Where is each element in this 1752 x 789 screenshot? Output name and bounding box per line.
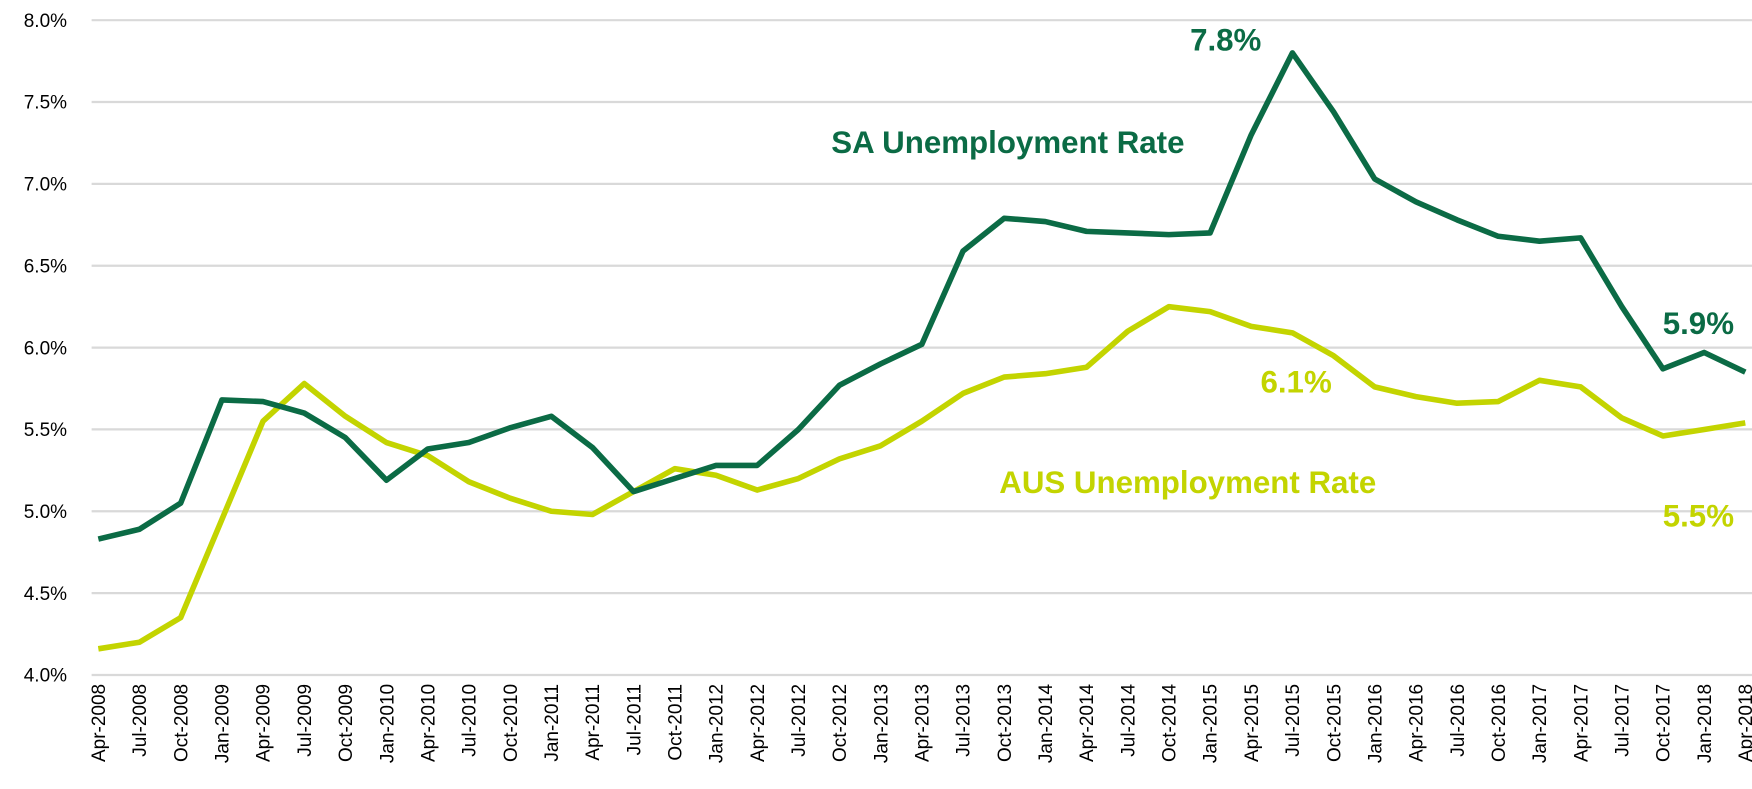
x-tick-label: Apr-2010	[418, 684, 439, 762]
x-tick-label: Jan-2015	[1201, 684, 1222, 763]
y-tick-label: 6.0%	[24, 338, 67, 359]
x-tick-label: Oct-2008	[171, 684, 192, 762]
x-tick-label: Oct-2017	[1654, 684, 1675, 762]
x-tick-label: Jul-2011	[624, 684, 645, 755]
x-tick-label: Apr-2017	[1571, 684, 1592, 762]
annotation: SA Unemployment Rate	[831, 125, 1184, 160]
x-tick-label: Oct-2012	[830, 684, 851, 762]
x-tick-label: Apr-2009	[254, 684, 275, 762]
x-tick-label: Apr-2012	[748, 684, 769, 762]
x-tick-label: Oct-2010	[501, 684, 522, 762]
x-tick-label: Jul-2008	[130, 684, 151, 757]
x-tick-label: Jul-2010	[460, 684, 481, 757]
x-tick-label: Jul-2017	[1612, 684, 1633, 757]
x-tick-label: Oct-2009	[336, 684, 357, 762]
y-tick-label: 6.5%	[24, 256, 67, 277]
x-tick-label: Apr-2016	[1407, 684, 1428, 762]
x-tick-label: Oct-2011	[665, 684, 686, 761]
x-tick-label: Jan-2018	[1695, 684, 1716, 763]
x-tick-label: Apr-2014	[1077, 684, 1098, 762]
x-tick-label: Jan-2011	[542, 684, 563, 762]
annotation: 5.9%	[1663, 306, 1734, 341]
series-line	[97, 50, 1747, 542]
x-tick-label: Jan-2013	[871, 684, 892, 763]
x-tick-label: Jul-2013	[954, 684, 975, 757]
x-tick-label: Jan-2009	[213, 684, 234, 763]
x-tick-label: Oct-2013	[995, 684, 1016, 762]
y-tick-label: 8.0%	[24, 11, 67, 32]
x-tick-label: Jan-2010	[377, 684, 398, 763]
y-tick-label: 5.5%	[24, 420, 67, 441]
x-tick-label: Oct-2016	[1489, 684, 1510, 762]
x-tick-label: Jul-2016	[1448, 684, 1469, 757]
x-tick-label: Jul-2012	[789, 684, 810, 757]
x-tick-label: Apr-2011	[583, 684, 604, 761]
x-tick-label: Apr-2008	[89, 684, 110, 762]
annotation: 7.8%	[1190, 22, 1261, 57]
y-tick-label: 7.5%	[24, 93, 67, 114]
x-tick-label: Oct-2015	[1324, 684, 1345, 762]
x-tick-label: Jan-2016	[1365, 684, 1386, 763]
y-tick-label: 7.0%	[24, 175, 67, 196]
x-tick-label: Jul-2009	[295, 684, 316, 757]
y-tick-label: 5.0%	[24, 502, 67, 523]
annotation: 5.5%	[1663, 498, 1734, 533]
x-tick-label: Jan-2017	[1530, 684, 1551, 763]
x-tick-label: Apr-2018	[1736, 684, 1752, 762]
x-tick-label: Apr-2013	[913, 684, 934, 762]
x-tick-label: Jan-2012	[707, 684, 728, 763]
x-tick-label: Jul-2015	[1283, 684, 1304, 757]
annotation: 6.1%	[1260, 364, 1331, 399]
y-tick-label: 4.0%	[24, 666, 67, 687]
annotation: AUS Unemployment Rate	[999, 465, 1376, 500]
y-tick-label: 4.5%	[24, 584, 67, 605]
x-tick-label: Oct-2014	[1160, 684, 1181, 762]
series-line	[97, 303, 1746, 652]
x-tick-label: Jul-2014	[1118, 684, 1139, 757]
x-tick-label: Apr-2015	[1242, 684, 1263, 762]
x-tick-label: Jan-2014	[1036, 684, 1057, 763]
